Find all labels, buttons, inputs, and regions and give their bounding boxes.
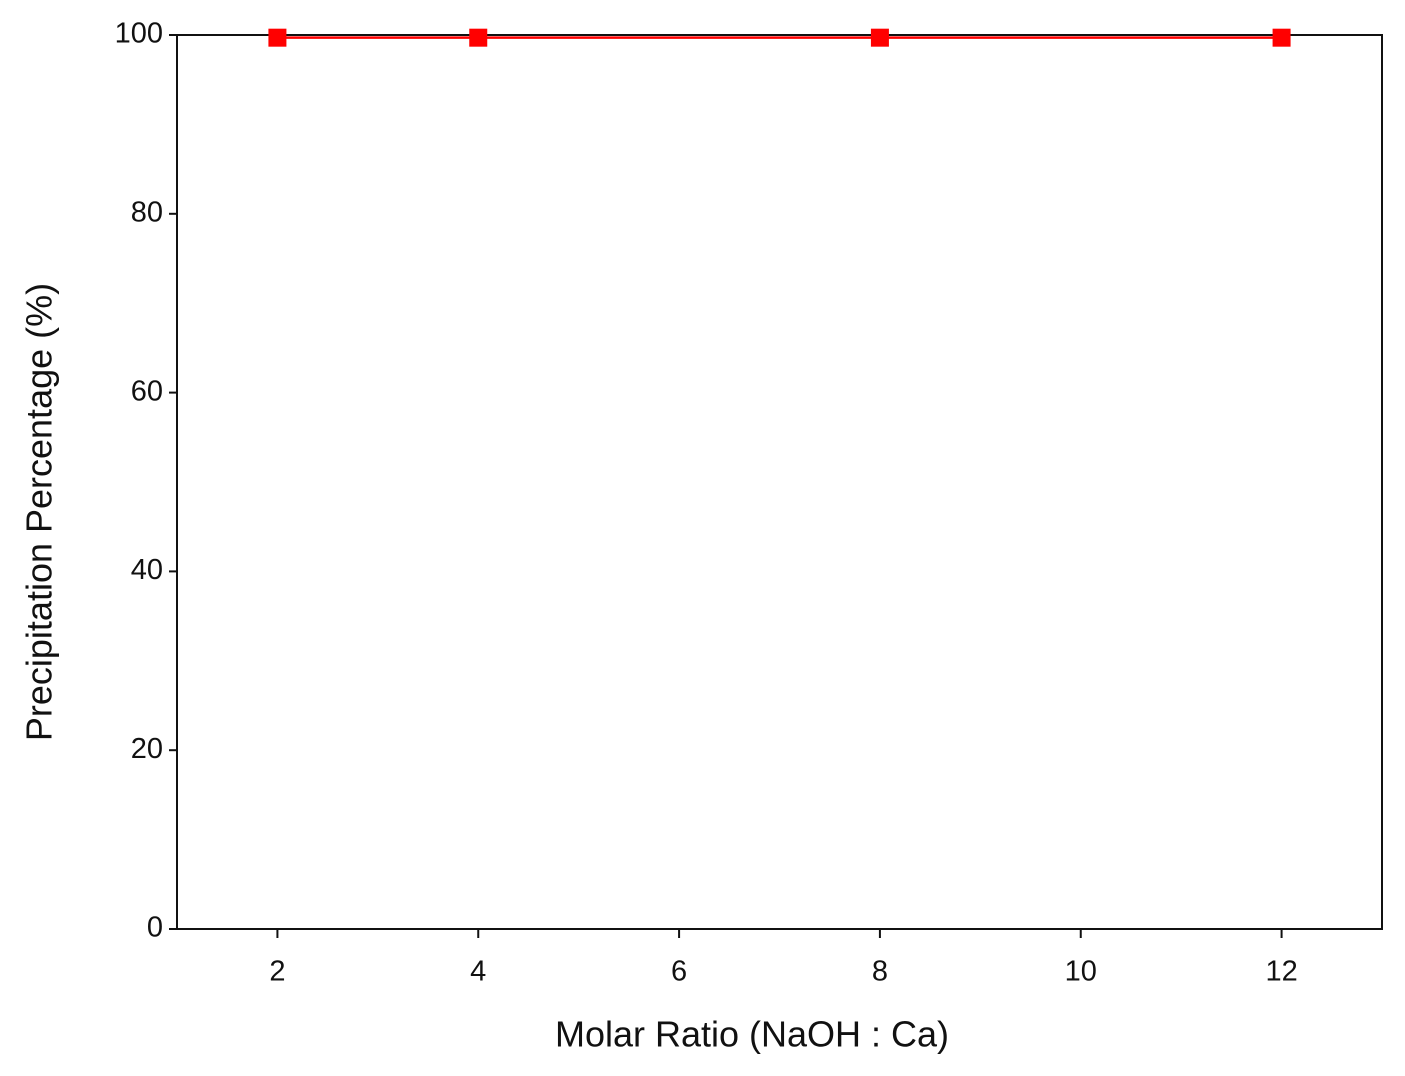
data-point (1272, 28, 1291, 47)
y-tick-label: 0 (147, 912, 163, 944)
x-tick-label: 2 (269, 956, 285, 988)
data-point (870, 28, 889, 47)
y-tick-label: 40 (131, 554, 163, 586)
data-point (469, 28, 488, 47)
x-axis-label: Molar Ratio (NaOH : Ca) (555, 1014, 949, 1055)
x-tick-label: 6 (671, 956, 687, 988)
x-tick-label: 12 (1265, 956, 1297, 988)
x-tick-label: 8 (872, 956, 888, 988)
x-tick-label: 10 (1065, 956, 1097, 988)
y-tick-label: 80 (131, 196, 163, 228)
y-tick-label: 60 (131, 375, 163, 407)
x-tick-label: 4 (470, 956, 486, 988)
y-axis-label: Precipitation Percentage (%) (19, 283, 60, 741)
y-tick-label: 100 (115, 18, 163, 50)
plot-frame (176, 34, 1383, 930)
y-tick-label: 20 (131, 733, 163, 765)
data-point (268, 28, 287, 47)
